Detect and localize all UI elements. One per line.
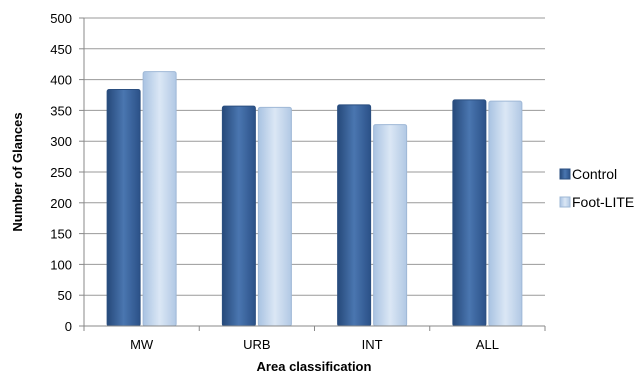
bar-foot-lite-int <box>373 124 408 327</box>
y-tick-label: 50 <box>58 288 72 303</box>
bar-foot-lite-all <box>488 100 523 327</box>
bar-foot-lite-urb <box>257 106 292 327</box>
bar-foot-lite-mw <box>142 71 177 327</box>
legend-label: Foot-LITE <box>572 194 634 210</box>
bar-control-all <box>452 99 487 327</box>
y-tick-label: 450 <box>50 42 72 57</box>
x-tick-label: URB <box>243 337 270 352</box>
bars-group <box>106 71 523 327</box>
y-tick-label: 500 <box>50 11 72 26</box>
legend-swatch <box>559 168 571 180</box>
y-tick-label: 150 <box>50 227 72 242</box>
y-tick-labels: 0 50 100 150 200 250 300 350 400 450 500 <box>50 11 72 334</box>
x-tick-labels: MW URB INT ALL <box>130 337 499 352</box>
legend: Control Foot-LITE <box>559 166 634 210</box>
x-tick-label: MW <box>130 337 154 352</box>
y-tick-label: 200 <box>50 196 72 211</box>
legend-label: Control <box>572 166 617 182</box>
y-tick-label: 400 <box>50 73 72 88</box>
y-axis-title: Number of Glances <box>10 112 25 231</box>
y-tick-label: 250 <box>50 165 72 180</box>
x-tick-label: ALL <box>476 337 499 352</box>
bar-control-urb <box>221 105 256 327</box>
y-tick-label: 100 <box>50 257 72 272</box>
bar-control-mw <box>106 88 141 327</box>
x-axis-title: Area classification <box>257 359 372 374</box>
y-tick-label: 0 <box>65 319 72 334</box>
bar-control-int <box>337 104 372 327</box>
y-tick-label: 300 <box>50 134 72 149</box>
y-tick-label: 350 <box>50 103 72 118</box>
legend-swatch <box>559 196 571 208</box>
x-tick-label: INT <box>362 337 383 352</box>
